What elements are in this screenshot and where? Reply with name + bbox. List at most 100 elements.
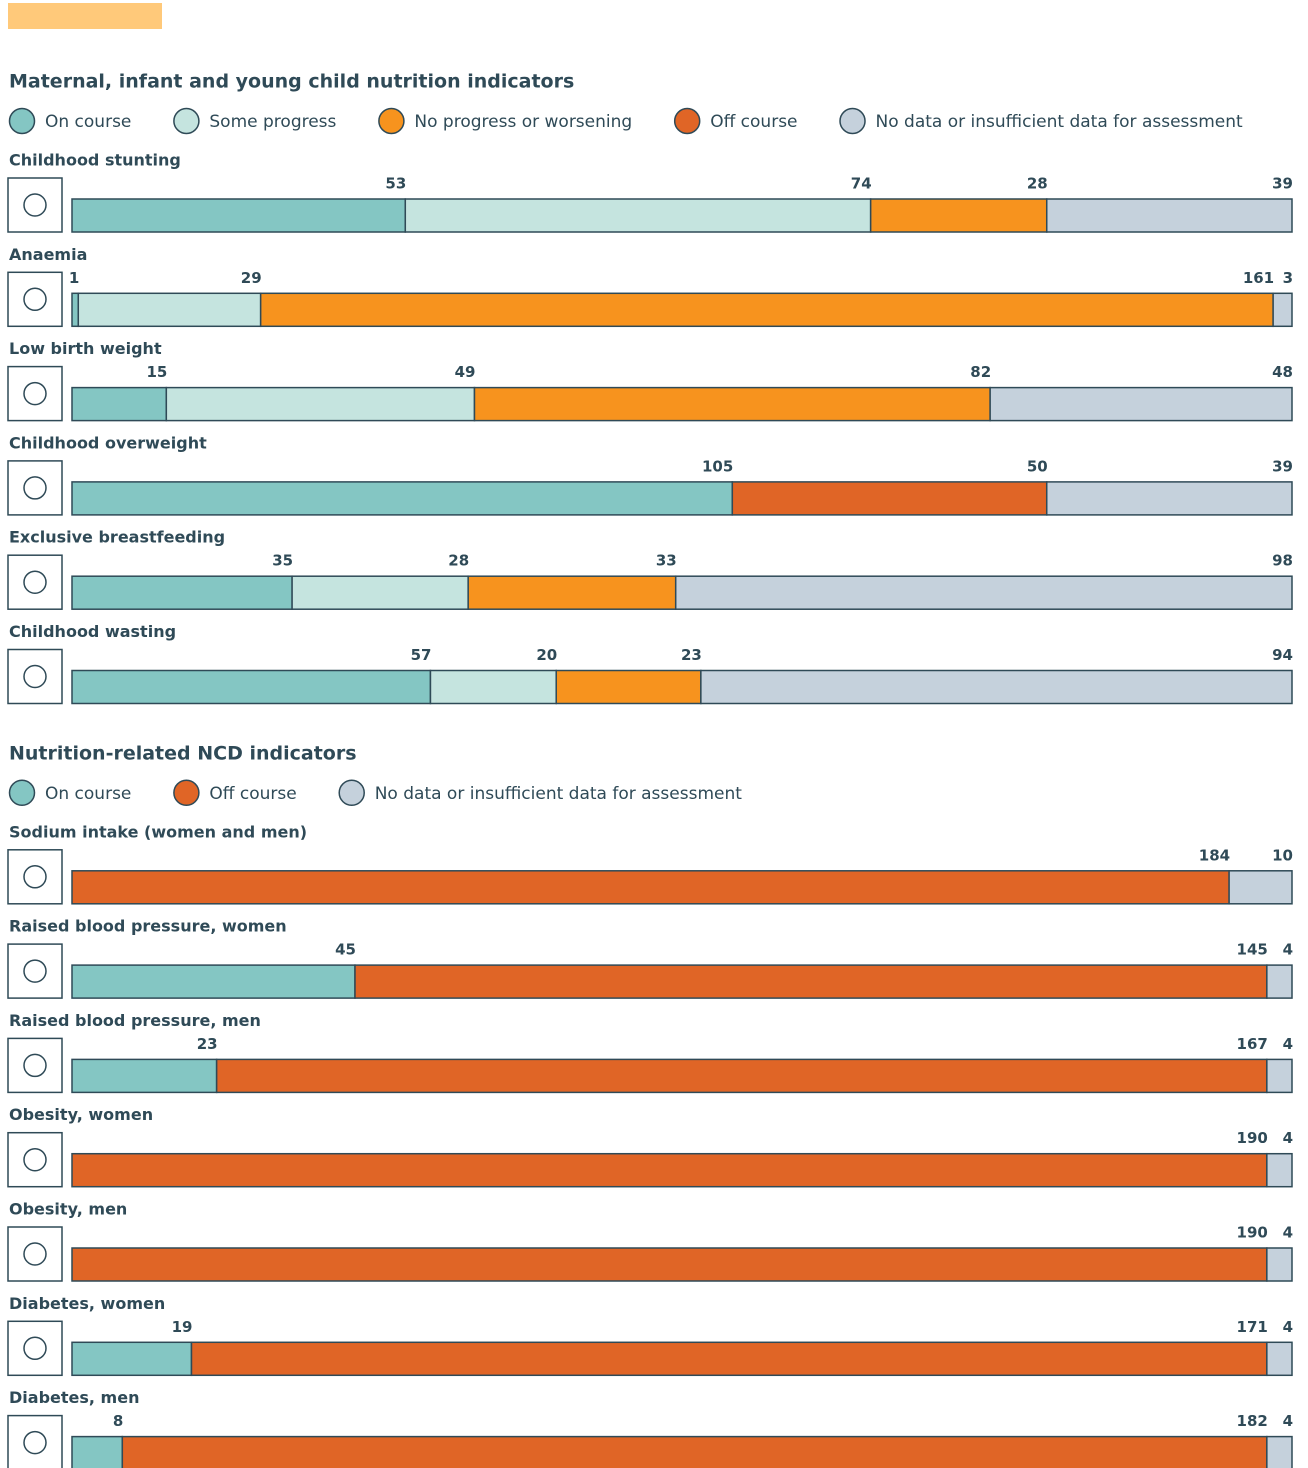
- row-label: Low birth weight: [9, 339, 162, 358]
- bar-segment: [1228, 870, 1293, 905]
- bar-segment: [473, 386, 991, 422]
- legend-label: On course: [45, 112, 131, 132]
- bar-segment: [429, 669, 557, 705]
- bar-segment: [121, 1435, 1268, 1468]
- row-label: Obesity, women: [9, 1105, 153, 1124]
- legend-label: Some progress: [209, 112, 336, 132]
- chart-title: Nutrition-related NCD indicators: [9, 742, 357, 764]
- row-label: Diabetes, men: [9, 1388, 139, 1407]
- legend-swatch: [8, 779, 36, 807]
- bar-segment: [71, 575, 293, 610]
- bar-segment: [674, 575, 1293, 610]
- icon-box: [7, 1320, 63, 1377]
- icon-box: [7, 1037, 63, 1094]
- bar-segment: [215, 1058, 1268, 1094]
- icon-box: [7, 460, 63, 516]
- chart-title: Maternal, infant and young child nutriti…: [9, 71, 574, 93]
- legend-label: No data or insufficient data for assessm…: [375, 784, 743, 804]
- value-label: 161: [1243, 269, 1274, 287]
- value-label: 98: [1272, 552, 1293, 570]
- value-label: 190: [1237, 1129, 1268, 1147]
- row-label: Obesity, men: [9, 1200, 127, 1219]
- bar-segment: [1266, 1435, 1293, 1468]
- bar-segment: [1045, 481, 1293, 516]
- bar-segment: [259, 292, 1274, 328]
- bar-segment: [555, 669, 702, 705]
- value-label: 184: [1199, 846, 1230, 864]
- icon-box: [7, 849, 63, 905]
- bar-segment: [989, 386, 1293, 422]
- value-label: 15: [146, 363, 167, 381]
- value-label: 23: [681, 646, 702, 664]
- value-label: 105: [702, 457, 733, 475]
- value-label: 4: [1283, 1224, 1293, 1242]
- value-label: 48: [1272, 363, 1293, 381]
- bar-segment: [1266, 1341, 1293, 1377]
- legend-swatch: [338, 779, 365, 807]
- legend-swatch: [839, 107, 866, 135]
- bar-segment: [1272, 292, 1293, 328]
- bar-segment: [71, 669, 432, 705]
- legend-swatch: [8, 107, 36, 135]
- icon-glyph: [23, 865, 47, 889]
- row-label: Childhood wasting: [9, 622, 176, 641]
- row-label: Childhood overweight: [9, 433, 207, 452]
- icon-glyph: [23, 476, 47, 500]
- legend-label: No progress or worsening: [414, 112, 632, 132]
- value-label: 45: [335, 941, 356, 959]
- value-label: 4: [1283, 1412, 1293, 1430]
- value-label: 1: [69, 269, 79, 287]
- value-label: 167: [1237, 1035, 1268, 1053]
- bar-segment: [291, 575, 469, 610]
- icon-glyph: [23, 287, 47, 312]
- value-label: 28: [448, 552, 469, 570]
- legend-swatch: [173, 107, 200, 135]
- icon-glyph: [23, 1430, 47, 1455]
- value-label: 49: [455, 363, 476, 381]
- row-label: Childhood stunting: [9, 151, 181, 170]
- bar-segment: [190, 1341, 1268, 1377]
- legend-label: On course: [45, 784, 131, 804]
- icon-glyph: [23, 1147, 47, 1172]
- icon-box: [7, 554, 63, 610]
- value-label: 4: [1283, 1035, 1293, 1053]
- bar-segment: [71, 386, 168, 422]
- bar-segment: [71, 870, 1230, 905]
- icon-glyph: [23, 570, 47, 594]
- value-label: 53: [385, 175, 406, 193]
- value-label: 20: [536, 646, 557, 664]
- value-label: 23: [197, 1035, 218, 1053]
- value-label: 39: [1272, 457, 1293, 475]
- icon-box: [7, 365, 63, 422]
- bar-segment: [71, 964, 356, 999]
- bar-segment: [869, 198, 1048, 233]
- bar-segment: [71, 198, 407, 233]
- bar-segment: [467, 575, 677, 610]
- value-label: 94: [1272, 646, 1293, 664]
- icon-box: [7, 1226, 63, 1282]
- icon-box: [7, 271, 63, 328]
- value-label: 8: [113, 1412, 123, 1430]
- bar-segment: [77, 292, 262, 328]
- value-label: 28: [1027, 175, 1048, 193]
- value-label: 145: [1237, 941, 1268, 959]
- bar-segment: [354, 964, 1268, 999]
- bar-segment: [71, 1058, 218, 1094]
- bar-segment: [1266, 1247, 1293, 1282]
- bar-segment: [71, 292, 80, 328]
- icon-box: [7, 177, 63, 233]
- icon-glyph: [23, 959, 47, 983]
- bar-segment: [1266, 1058, 1293, 1094]
- value-label: 4: [1283, 941, 1293, 959]
- legend-label: Off course: [209, 784, 296, 804]
- icon-box: [7, 1131, 63, 1188]
- header-tab: [8, 3, 162, 29]
- value-label: 4: [1283, 1129, 1293, 1147]
- icon-box: [7, 648, 63, 705]
- bar-segment: [731, 481, 1048, 516]
- icon-glyph: [23, 1053, 47, 1078]
- value-label: 57: [411, 646, 432, 664]
- icon-box: [7, 943, 63, 999]
- row-label: Raised blood pressure, women: [9, 917, 287, 936]
